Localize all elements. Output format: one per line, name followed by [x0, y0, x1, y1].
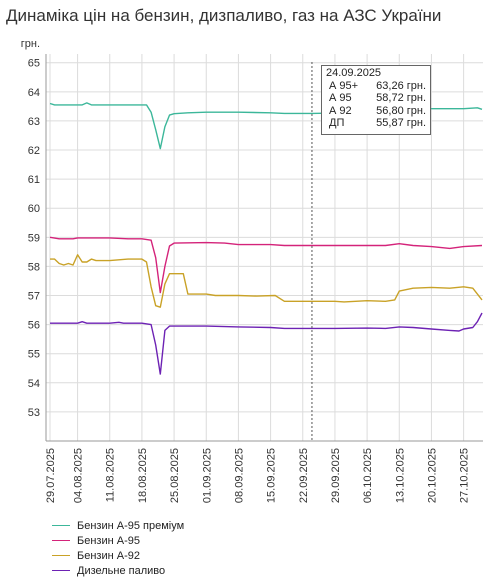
legend-label: Дизельне паливо	[77, 564, 166, 577]
legend-label: Бензин А-92	[77, 549, 140, 562]
axis-layer: 53 54 55 56 57 58 59 60 61 62 63 64 65 грн. 29.07.2025…	[21, 38, 483, 503]
tooltip-row: ДП 55,87 грн.	[326, 117, 426, 130]
series-line	[49, 236, 483, 294]
x-tick-label: 01.09.2025	[201, 448, 213, 503]
legend-swatch	[52, 540, 70, 541]
tooltip-value: 58,72 грн.	[376, 92, 426, 104]
y-tick-label: 65	[28, 58, 40, 70]
y-tick-label: 57	[28, 291, 40, 303]
y-tick-label: 55	[28, 349, 40, 361]
x-tick-label: 27.10.2025	[459, 448, 471, 503]
x-tick-label: 29.07.2025	[45, 448, 57, 503]
tooltip-value: 55,87 грн.	[376, 117, 426, 129]
legend-item[interactable]: Бензин А-95	[52, 533, 184, 548]
tooltip-label: ДП	[329, 117, 345, 129]
x-tick-label: 22.09.2025	[298, 448, 310, 503]
tooltip-label: А 92	[329, 104, 352, 117]
legend-label: Бензин А-95	[77, 534, 140, 547]
x-tick-label: 18.08.2025	[137, 448, 149, 503]
tooltip: 24.09.2025 А 95+ 63,26 грн. А 95 58,72 г…	[321, 65, 431, 135]
legend: Бензин А-95 преміум Бензин А-95 Бензин А…	[52, 518, 184, 578]
tooltip-label: А 95	[329, 92, 352, 104]
y-tick-label: 62	[28, 145, 40, 157]
legend-swatch	[52, 525, 70, 526]
legend-swatch	[52, 570, 70, 571]
series-line	[50, 254, 483, 308]
tooltip-row: А 92 56,80 грн.	[326, 105, 426, 118]
y-tick-label: 61	[28, 174, 40, 186]
y-tick-label: 59	[28, 232, 40, 244]
x-tick-label: 15.09.2025	[266, 448, 278, 503]
legend-label: Бензин А-95 преміум	[77, 519, 185, 532]
x-tick-label: 04.08.2025	[73, 448, 85, 503]
legend-item[interactable]: Бензин А-92	[52, 548, 184, 563]
x-tick-label: 29.09.2025	[330, 448, 342, 503]
tooltip-label: А 95+	[329, 79, 359, 92]
y-tick-label: 64	[28, 87, 40, 99]
x-tick-label: 11.08.2025	[105, 448, 117, 502]
series-line	[50, 312, 483, 375]
y-tick-label: 54	[28, 378, 40, 390]
tooltip-date: 24.09.2025	[326, 67, 382, 79]
x-tick-label: 06.10.2025	[362, 448, 374, 503]
tooltip-row: А 95 58,72 грн.	[326, 92, 426, 105]
y-tick-label: 60	[28, 203, 40, 215]
tooltip-value: 63,26 грн.	[376, 79, 426, 92]
y-tick-label: 53	[28, 407, 40, 419]
legend-swatch	[52, 555, 70, 556]
tooltip-row: А 95+ 63,26 грн.	[326, 80, 426, 93]
x-tick-label: 13.10.2025	[394, 448, 406, 503]
y-tick-label: 58	[28, 261, 40, 273]
legend-item[interactable]: Дизельне паливо	[52, 563, 184, 578]
y-axis-label: грн.	[21, 38, 40, 50]
y-tick-label: 56	[28, 320, 40, 332]
x-tick-label: 20.10.2025	[426, 448, 438, 503]
series-layer	[49, 102, 483, 375]
legend-item[interactable]: Бензин А-95 преміум	[52, 518, 184, 533]
x-tick-label: 25.08.2025	[169, 448, 181, 503]
tooltip-value: 56,80 грн.	[376, 104, 426, 117]
chart-title: Динаміка цін на бензин, дизпаливо, газ н…	[6, 6, 442, 25]
y-tick-label: 63	[28, 116, 40, 128]
x-tick-label: 08.09.2025	[233, 448, 245, 503]
